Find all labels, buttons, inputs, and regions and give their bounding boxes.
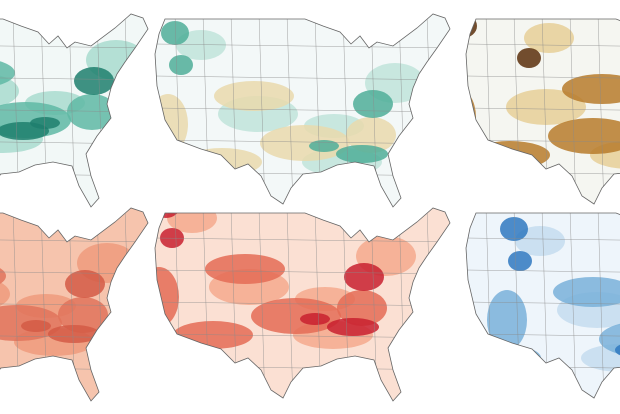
state-line bbox=[0, 237, 148, 243]
state-line bbox=[466, 269, 620, 275]
state-line bbox=[569, 208, 577, 401]
state-line bbox=[0, 75, 148, 81]
shade-region bbox=[214, 81, 294, 111]
shade-region bbox=[169, 55, 193, 75]
shade-region bbox=[500, 217, 528, 241]
state-line bbox=[466, 237, 620, 243]
shade-region bbox=[309, 140, 339, 152]
state-line bbox=[155, 237, 450, 243]
state-line bbox=[597, 208, 605, 401]
state-line bbox=[155, 397, 450, 401]
shade-region bbox=[155, 208, 180, 218]
shade-region bbox=[58, 297, 108, 333]
state-line bbox=[155, 301, 450, 307]
state-line bbox=[286, 14, 294, 207]
state-line bbox=[258, 14, 266, 207]
us-map bbox=[0, 13, 149, 208]
shade-region bbox=[74, 67, 114, 95]
shade-region bbox=[260, 125, 350, 161]
shade-region bbox=[508, 251, 532, 271]
shade-region bbox=[344, 263, 384, 291]
state-line bbox=[155, 107, 450, 113]
shade-region bbox=[48, 325, 100, 343]
shade-region bbox=[336, 145, 388, 163]
shade-region bbox=[67, 94, 117, 130]
shade-region bbox=[21, 320, 51, 332]
shade-region bbox=[205, 254, 285, 284]
shade-region bbox=[548, 118, 620, 154]
map-shading bbox=[0, 208, 148, 401]
state-line bbox=[466, 107, 620, 113]
shade-region bbox=[176, 30, 226, 60]
state-line bbox=[155, 75, 450, 81]
state-line bbox=[0, 43, 148, 49]
shade-region bbox=[155, 267, 179, 327]
state-line bbox=[466, 301, 620, 307]
state-line bbox=[155, 203, 450, 207]
state-line bbox=[466, 43, 620, 49]
state-line bbox=[466, 333, 620, 339]
state-line bbox=[0, 397, 148, 401]
shade-region bbox=[517, 48, 541, 68]
shade-region bbox=[524, 23, 574, 53]
shade-region bbox=[327, 318, 379, 336]
state-line bbox=[0, 301, 148, 307]
state-line bbox=[466, 397, 620, 401]
shade-region bbox=[160, 228, 184, 248]
shade-region bbox=[30, 117, 60, 129]
shade-region bbox=[506, 89, 586, 125]
state-line bbox=[597, 14, 605, 207]
state-line bbox=[0, 269, 148, 275]
state-line bbox=[466, 203, 620, 207]
shade-region bbox=[0, 305, 62, 341]
shade-region bbox=[346, 117, 396, 153]
state-line bbox=[466, 139, 620, 145]
shade-region bbox=[581, 344, 620, 372]
us-map bbox=[0, 207, 149, 402]
state-line bbox=[0, 107, 148, 113]
shade-region bbox=[515, 226, 565, 256]
shade-region bbox=[353, 90, 393, 118]
state-line bbox=[155, 43, 450, 49]
state-line bbox=[286, 208, 294, 401]
shade-region bbox=[155, 94, 188, 154]
shade-region bbox=[470, 141, 550, 169]
map-shading bbox=[0, 14, 148, 207]
shade-region bbox=[161, 21, 189, 45]
us-map bbox=[154, 207, 451, 402]
shade-region bbox=[300, 313, 330, 325]
shade-region bbox=[562, 74, 620, 104]
shade-region bbox=[65, 270, 105, 298]
state-line bbox=[0, 203, 148, 207]
us-map bbox=[154, 13, 451, 208]
us-map bbox=[465, 207, 620, 402]
state-line bbox=[258, 208, 266, 401]
us-map bbox=[465, 13, 620, 208]
state-line bbox=[155, 269, 450, 275]
state-line bbox=[466, 75, 620, 81]
shade-region bbox=[182, 148, 262, 176]
state-line bbox=[569, 14, 577, 207]
